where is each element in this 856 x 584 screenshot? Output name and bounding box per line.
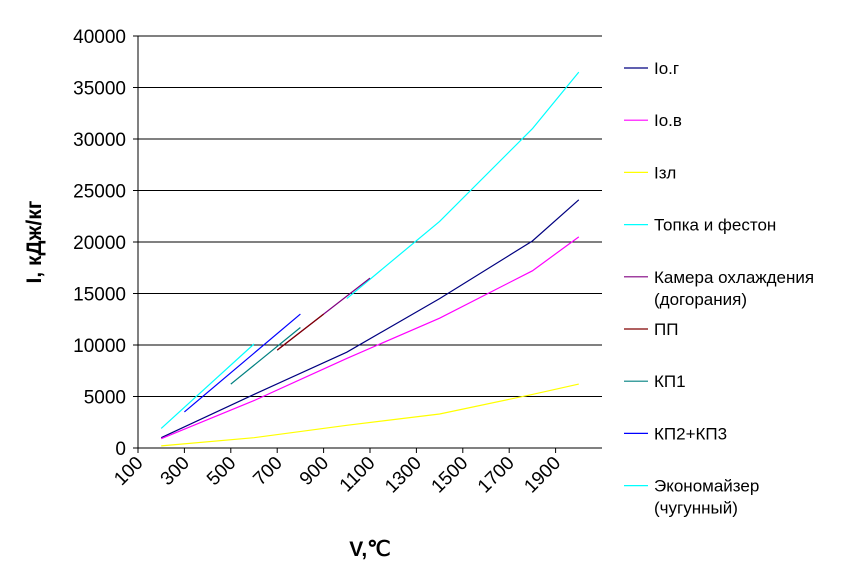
y-tick-label: 40000 bbox=[73, 27, 126, 48]
y-tick-label: 20000 bbox=[73, 233, 126, 254]
x-tick-label: 1500 bbox=[428, 453, 473, 498]
x-axis-label: V,℃ bbox=[349, 538, 391, 561]
legend-label: Камера охлаждения (догорания) bbox=[654, 268, 814, 309]
x-tick-label: 1900 bbox=[520, 453, 565, 498]
gridlines bbox=[138, 35, 602, 449]
legend-label: КП2+КП3 bbox=[654, 424, 727, 443]
legend-label: Io.в bbox=[654, 111, 682, 130]
y-tick-label: 25000 bbox=[73, 182, 126, 203]
legend-label: Топка и фестон bbox=[654, 216, 776, 235]
series-line-7 bbox=[230, 327, 301, 385]
y-tick-label: 0 bbox=[115, 439, 126, 460]
series-line-4 bbox=[346, 71, 580, 300]
series-line-6 bbox=[276, 313, 324, 351]
x-tick-label: 1300 bbox=[381, 453, 426, 498]
x-tick-label: 900 bbox=[296, 453, 333, 490]
x-tick-label: 300 bbox=[157, 453, 194, 490]
legend: Io.г Io.в Iзл Топка и фестон Камера охлажден… bbox=[624, 59, 814, 518]
y-tick-label: 35000 bbox=[73, 79, 126, 100]
legend-label: Iзл bbox=[654, 163, 676, 182]
x-tick-label: 1100 bbox=[336, 453, 380, 497]
legend-label: ПП bbox=[654, 320, 678, 339]
legend-label: Io.г bbox=[654, 59, 679, 78]
x-tick-label: 700 bbox=[249, 453, 286, 490]
series-line-3 bbox=[161, 383, 579, 447]
x-tick-label: 500 bbox=[203, 453, 240, 490]
legend-label: КП1 bbox=[654, 372, 686, 391]
y-axis-label: I, кДж/кг bbox=[23, 200, 46, 283]
y-axis-ticks: 0 5000 10000 15000 20000 25000 30000 35000 40000 bbox=[73, 27, 138, 460]
series-line-2 bbox=[160, 236, 580, 440]
series-line-9 bbox=[160, 343, 255, 429]
x-axis-ticks: 100 300 500 700 900 1100 1300 1500 1700 1900 bbox=[110, 448, 565, 497]
y-tick-label: 5000 bbox=[84, 388, 126, 409]
y-tick-label: 15000 bbox=[73, 285, 126, 306]
y-tick-label: 30000 bbox=[73, 130, 126, 151]
series-line-8 bbox=[184, 313, 301, 413]
y-tick-label: 10000 bbox=[73, 336, 126, 357]
legend-label: Экономайзер (чугунный) bbox=[654, 477, 759, 518]
series-line-1 bbox=[160, 199, 580, 439]
series-lines bbox=[160, 71, 580, 447]
x-tick-label: 1700 bbox=[474, 453, 519, 498]
